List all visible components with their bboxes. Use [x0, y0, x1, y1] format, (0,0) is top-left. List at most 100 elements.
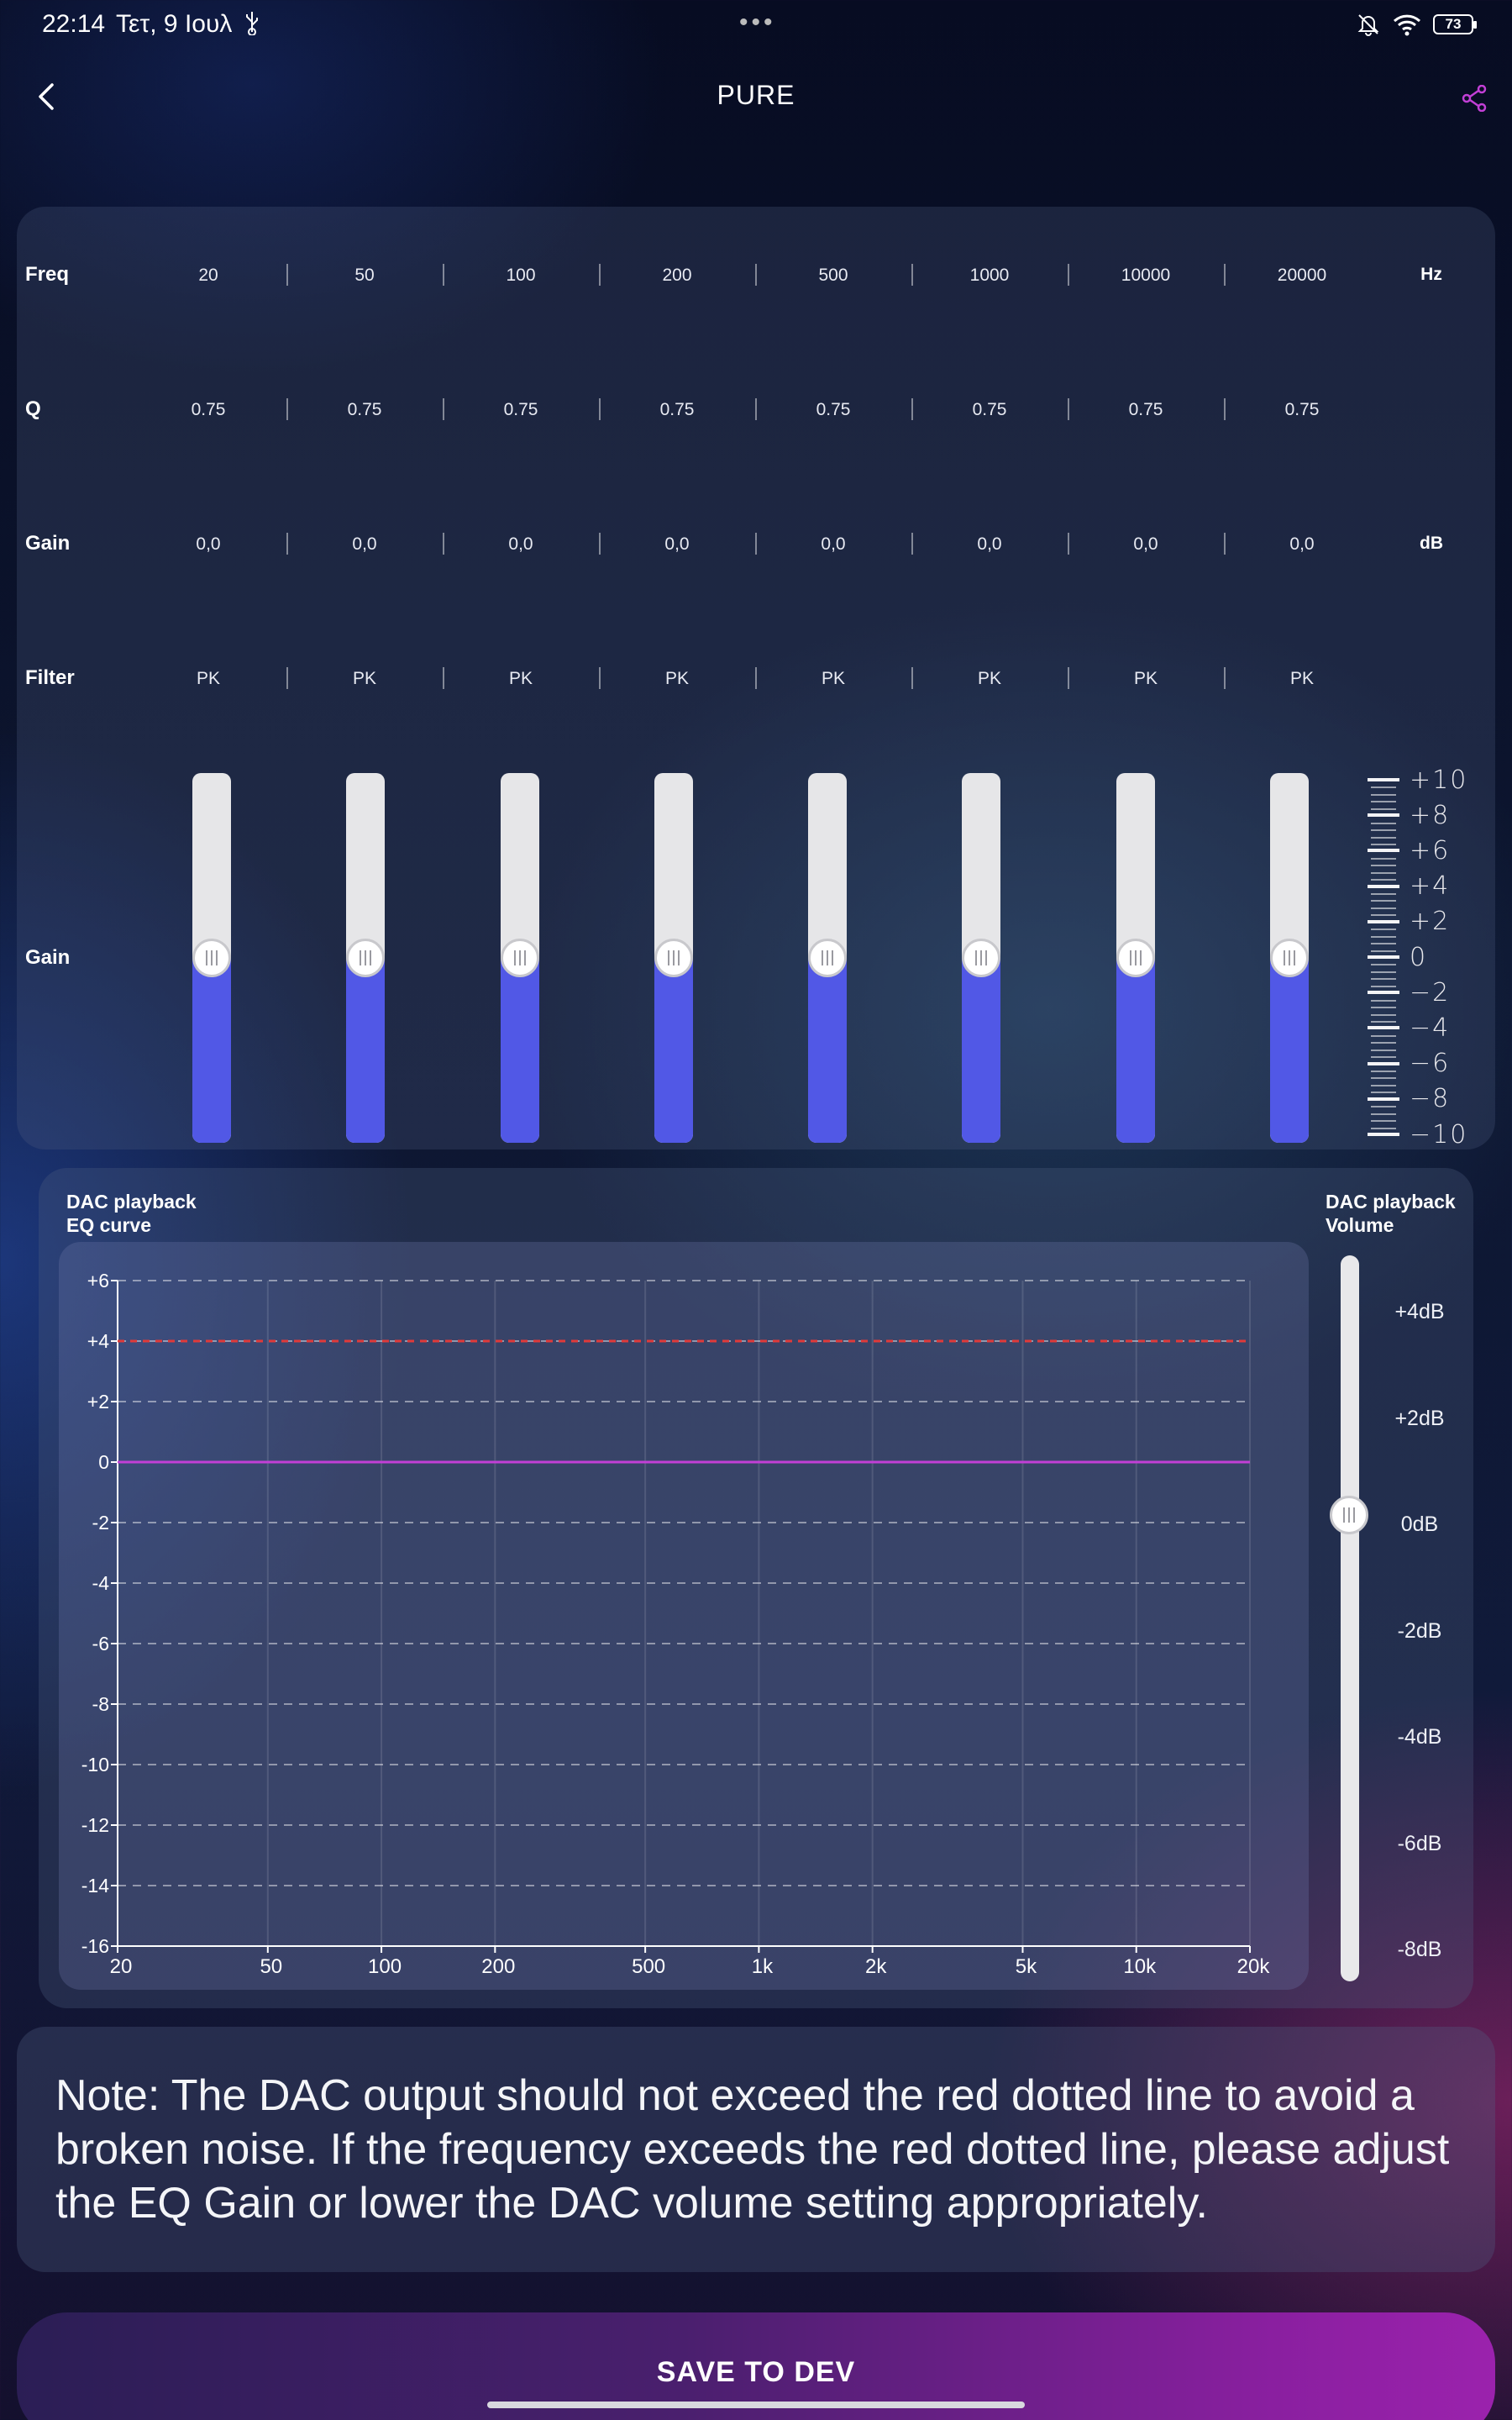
gain-scale-mark: −4	[1368, 1009, 1450, 1046]
band-8-q[interactable]: 0.75	[1284, 400, 1320, 419]
eq-panel	[17, 207, 1495, 1150]
band-1-gain-thumb[interactable]	[192, 939, 231, 977]
gain-scale-mark: −10	[1368, 1116, 1467, 1153]
x-tick-label: 10k	[1123, 1955, 1157, 1978]
mute-icon	[1357, 14, 1379, 36]
band-7-q[interactable]: 0.75	[1128, 400, 1163, 419]
x-tick-label: 2k	[865, 1955, 887, 1978]
x-tick-label: 1k	[752, 1955, 774, 1978]
column-separator	[286, 533, 288, 555]
band-4-q[interactable]: 0.75	[659, 400, 695, 419]
scale-minor-tick	[1371, 986, 1396, 987]
band-7-filter[interactable]: PK	[1133, 669, 1158, 688]
column-separator	[755, 533, 757, 555]
scale-minor-tick	[1371, 1071, 1396, 1072]
band-5-q[interactable]: 0.75	[816, 400, 851, 419]
wifi-icon	[1393, 14, 1421, 36]
band-6-filter[interactable]: PK	[977, 669, 1001, 688]
column-separator	[755, 264, 757, 286]
scale-minor-tick	[1371, 865, 1396, 866]
gain-scale-mark: +8	[1368, 797, 1450, 834]
band-2-filter[interactable]: PK	[352, 669, 376, 688]
gain-scale-mark: +6	[1368, 832, 1450, 869]
gain-scale-mark: −6	[1368, 1045, 1450, 1082]
band-4-freq[interactable]: 200	[662, 266, 692, 285]
q-row-label: Q	[25, 397, 41, 420]
back-button[interactable]	[25, 76, 67, 118]
band-4-gain-thumb[interactable]	[654, 939, 693, 977]
band-8-gain-thumb[interactable]	[1270, 939, 1309, 977]
band-5-freq[interactable]: 500	[818, 266, 848, 285]
scale-minor-tick	[1371, 1085, 1396, 1086]
scale-minor-tick	[1371, 1007, 1396, 1008]
band-4-gain-fill	[654, 958, 693, 1143]
share-button[interactable]	[1453, 77, 1495, 119]
band-7-freq[interactable]: 10000	[1121, 266, 1171, 285]
band-6-gain[interactable]: 0,0	[977, 534, 1002, 554]
battery-icon: 73	[1433, 14, 1477, 34]
band-6-gain-thumb[interactable]	[962, 939, 1000, 977]
status-icons: 73	[1356, 12, 1477, 37]
scale-minor-tick	[1371, 1056, 1396, 1058]
band-6-q[interactable]: 0.75	[972, 400, 1007, 419]
y-tick-label: 0	[98, 1451, 109, 1473]
scale-minor-tick	[1371, 858, 1396, 860]
column-separator	[1068, 264, 1069, 286]
band-5-gain[interactable]: 0,0	[821, 534, 846, 554]
band-1-filter[interactable]: PK	[196, 669, 220, 688]
band-1-gain[interactable]: 0,0	[196, 534, 221, 554]
volume-label: -4dB	[1397, 1725, 1442, 1749]
volume-title: DAC playback Volume	[1326, 1190, 1456, 1237]
save-to-dev-label[interactable]: SAVE TO DEV	[656, 2356, 856, 2388]
band-4-gain[interactable]: 0,0	[664, 534, 690, 554]
scale-major-tick	[1368, 849, 1399, 853]
y-tick-label: -16	[81, 1935, 109, 1957]
scale-minor-tick	[1371, 794, 1396, 796]
band-3-gain[interactable]: 0,0	[508, 534, 533, 554]
scale-major-tick	[1368, 955, 1399, 959]
home-indicator[interactable]	[487, 2402, 1025, 2408]
volume-slider-track[interactable]	[1341, 1255, 1359, 1981]
scale-minor-tick	[1371, 943, 1396, 944]
column-separator	[1068, 667, 1069, 689]
scale-minor-tick	[1371, 1014, 1396, 1016]
column-separator	[286, 667, 288, 689]
band-1-q[interactable]: 0.75	[191, 400, 226, 419]
band-7-gain-slider[interactable]	[1116, 773, 1155, 1143]
y-tick-label: -2	[92, 1512, 109, 1534]
band-1-freq[interactable]: 20	[198, 266, 218, 285]
volume-slider-thumb[interactable]	[1330, 1496, 1368, 1534]
more-dots-icon[interactable]: •••	[739, 8, 776, 36]
band-6-freq[interactable]: 1000	[969, 266, 1010, 285]
band-3-q[interactable]: 0.75	[503, 400, 538, 419]
scale-minor-tick	[1371, 844, 1396, 845]
scale-label: +8	[1410, 800, 1451, 830]
band-7-gain[interactable]: 0,0	[1133, 534, 1158, 554]
band-2-gain-thumb[interactable]	[346, 939, 385, 977]
band-8-freq[interactable]: 20000	[1277, 266, 1327, 285]
scale-major-tick	[1368, 1026, 1399, 1030]
gain-scale-mark: +10	[1368, 761, 1467, 798]
band-5-gain-fill	[808, 958, 847, 1143]
scale-minor-tick	[1371, 900, 1396, 902]
scale-major-tick	[1368, 884, 1399, 888]
column-separator	[911, 533, 913, 555]
band-5-gain-thumb[interactable]	[808, 939, 847, 977]
scale-minor-tick	[1371, 936, 1396, 938]
band-3-freq[interactable]: 100	[506, 266, 536, 285]
band-8-filter[interactable]: PK	[1289, 669, 1314, 688]
scale-minor-tick	[1371, 1050, 1396, 1051]
band-5-filter[interactable]: PK	[821, 669, 845, 688]
band-3-filter[interactable]: PK	[508, 669, 533, 688]
x-tick-label: 20k	[1237, 1955, 1271, 1978]
band-2-gain[interactable]: 0,0	[352, 534, 377, 554]
band-4-filter[interactable]: PK	[664, 669, 689, 688]
band-3-gain-thumb[interactable]	[501, 939, 539, 977]
column-separator	[286, 398, 288, 420]
band-7-gain-thumb[interactable]	[1116, 939, 1155, 977]
scale-minor-tick	[1371, 950, 1396, 952]
band-8-gain[interactable]: 0,0	[1289, 534, 1315, 554]
column-separator	[599, 667, 601, 689]
band-2-freq[interactable]: 50	[354, 266, 375, 285]
band-2-q[interactable]: 0.75	[347, 400, 382, 419]
